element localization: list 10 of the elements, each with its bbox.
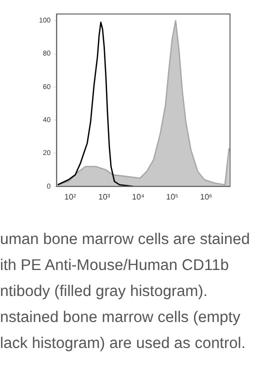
text: ntibody (filled gray histogram). [0,282,209,302]
x-tick-label: 10² [64,192,76,202]
x-tick-label: 10⁶ [200,192,212,202]
text: lack histogram) are used as control. [0,334,247,354]
text: ith PE Anti-Mouse/Human CD11b [0,256,230,276]
x-tick-label: 10⁴ [132,192,145,202]
x-tick-label: 10⁵ [166,192,178,202]
x-tick-label: 10³ [98,192,110,202]
text: nstained bone marrow cells (empty [0,308,242,328]
text: uman bone marrow cells are stained [0,230,251,250]
